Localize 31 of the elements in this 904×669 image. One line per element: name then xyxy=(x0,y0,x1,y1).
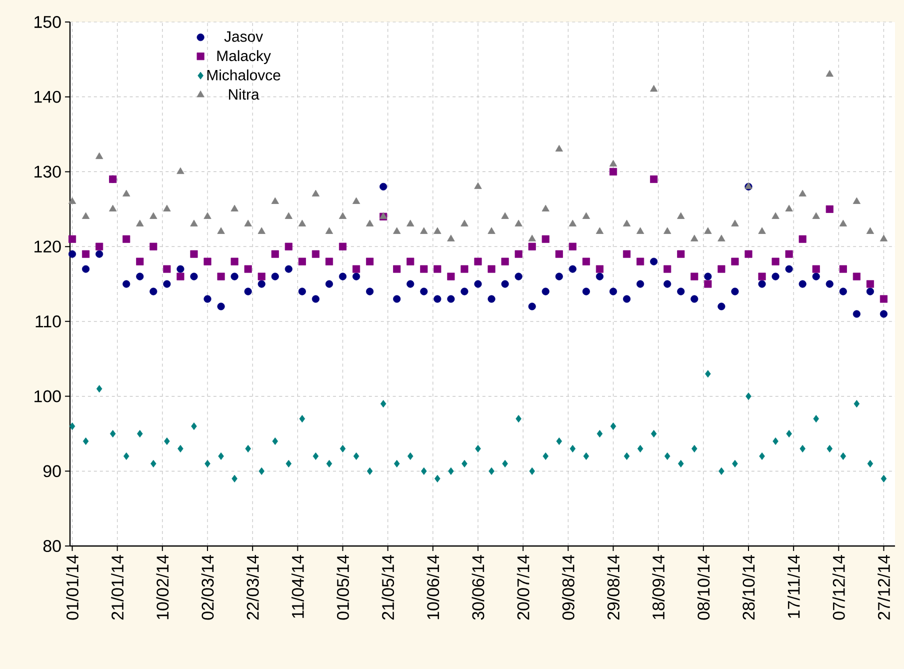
x-tick-label: 18/09/14 xyxy=(652,555,665,620)
legend-label: Jasov xyxy=(224,31,264,42)
x-tick-label: 28/10/14 xyxy=(742,555,755,620)
x-tick-label: 22/03/14 xyxy=(246,555,259,620)
x-tick-label: 01/01/14 xyxy=(66,555,78,620)
x-tick-label: 08/10/14 xyxy=(697,555,710,620)
y-tick-label: 130 xyxy=(34,166,61,178)
y-tick-label: 150 xyxy=(34,16,61,28)
x-tick-label: 27/12/14 xyxy=(878,555,890,620)
x-tick-label: 11/04/14 xyxy=(291,555,304,618)
y-tick-label: 100 xyxy=(34,390,61,402)
x-tick-label: 07/12/14 xyxy=(832,555,845,620)
x-tick-label: 10/06/14 xyxy=(426,555,440,620)
y-tick-label: 110 xyxy=(36,315,61,328)
x-tick-label: 30/06/14 xyxy=(472,555,484,620)
legend-label: Nitra xyxy=(228,88,260,100)
y-tick-label: 80 xyxy=(43,540,61,552)
x-tick-label: 17/11/14 xyxy=(787,555,800,618)
x-tick-label: 21/01/14 xyxy=(111,555,124,620)
y-tick-label: 120 xyxy=(34,240,61,253)
y-tick-label: 90 xyxy=(43,465,61,478)
legend-label: Malacky xyxy=(217,50,271,64)
x-tick-label: 02/03/14 xyxy=(201,555,214,620)
x-tick-label: 20/07/14 xyxy=(516,555,530,620)
x-tick-label: 29/08/14 xyxy=(607,555,620,620)
x-tick-label: 01/05/14 xyxy=(336,555,349,620)
x-tick-label: 21/05/14 xyxy=(382,555,394,620)
y-tick-label: 140 xyxy=(34,90,61,103)
legend-label: Michalovce xyxy=(207,69,280,80)
x-tick-label: 09/08/14 xyxy=(562,555,574,620)
x-tick-label: 10/02/14 xyxy=(156,555,169,620)
